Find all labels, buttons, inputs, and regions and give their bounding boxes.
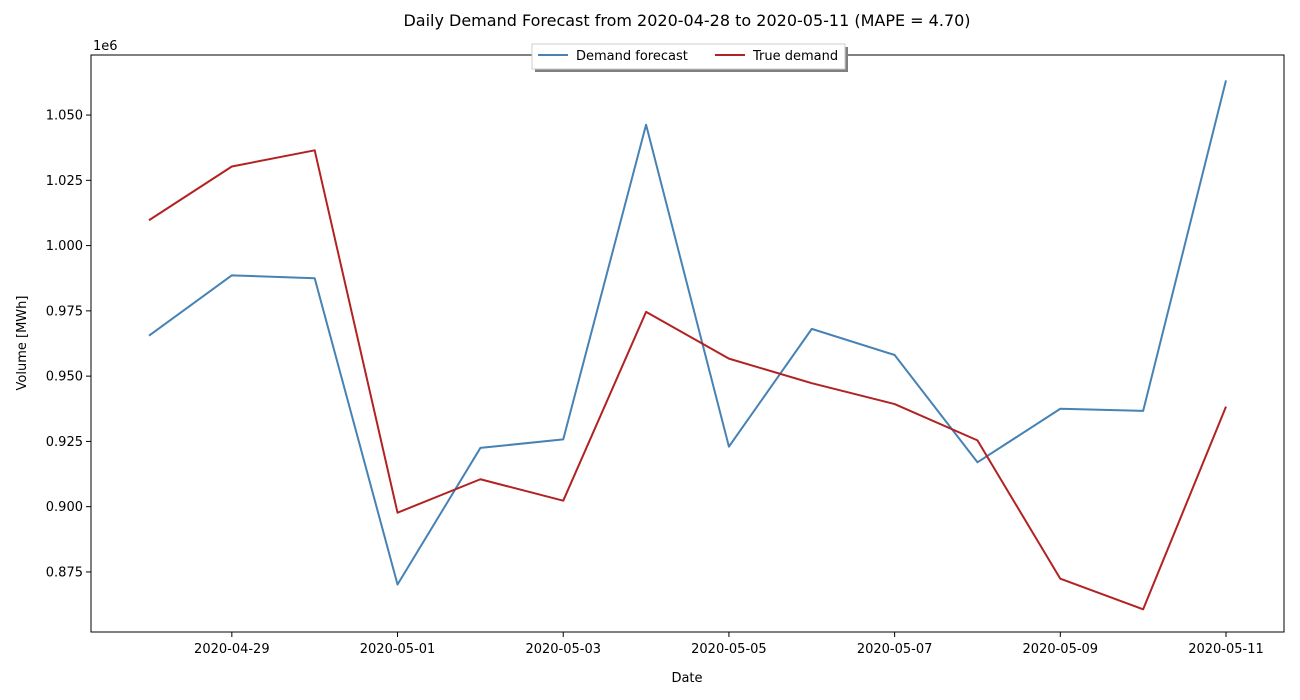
y-tick-label: 0.900 [46,500,83,515]
y-tick-label: 0.975 [46,304,83,319]
legend: Demand forecast True demand [531,43,848,72]
plot-area: 0.875 0.900 0.925 0.950 0.975 1.000 1.025 1.050… [46,54,1285,657]
series-line-true-demand [148,149,1227,611]
y-tick-label: 1.000 [46,239,83,254]
y-tick-label: 0.950 [46,370,83,385]
x-tick-label: 2020-05-11 [1188,642,1264,657]
legend-label-true-demand: True demand [752,49,838,64]
y-axis-offset-label: 1e6 [93,39,118,54]
series-line-demand-forecast [148,80,1227,586]
legend-label-demand-forecast: Demand forecast [576,49,688,64]
y-tick-label: 0.875 [46,565,83,580]
x-tick-label: 2020-05-05 [691,642,767,657]
plot-frame [90,54,1285,633]
series-lines [148,80,1227,611]
x-tick-label: 2020-04-29 [194,642,270,657]
y-axis-label: Volume [MWh] [15,296,30,391]
y-axis-ticks: 0.875 0.900 0.925 0.950 0.975 1.000 1.025 1.050 [46,109,91,580]
y-tick-label: 1.050 [46,109,83,124]
legend-box [531,43,846,70]
x-axis-ticks: 2020-04-29 2020-05-01 2020-05-03 2020-05-05… [194,632,1264,657]
chart-title: Daily Demand Forecast from 2020-04-28 to… [403,11,970,30]
x-tick-label: 2020-05-07 [857,642,933,657]
x-tick-label: 2020-05-09 [1023,642,1099,657]
x-tick-label: 2020-05-01 [360,642,436,657]
x-tick-label: 2020-05-03 [525,642,601,657]
y-tick-label: 0.925 [46,435,83,450]
x-axis-label: Date [671,671,702,686]
y-tick-label: 1.025 [46,174,83,189]
